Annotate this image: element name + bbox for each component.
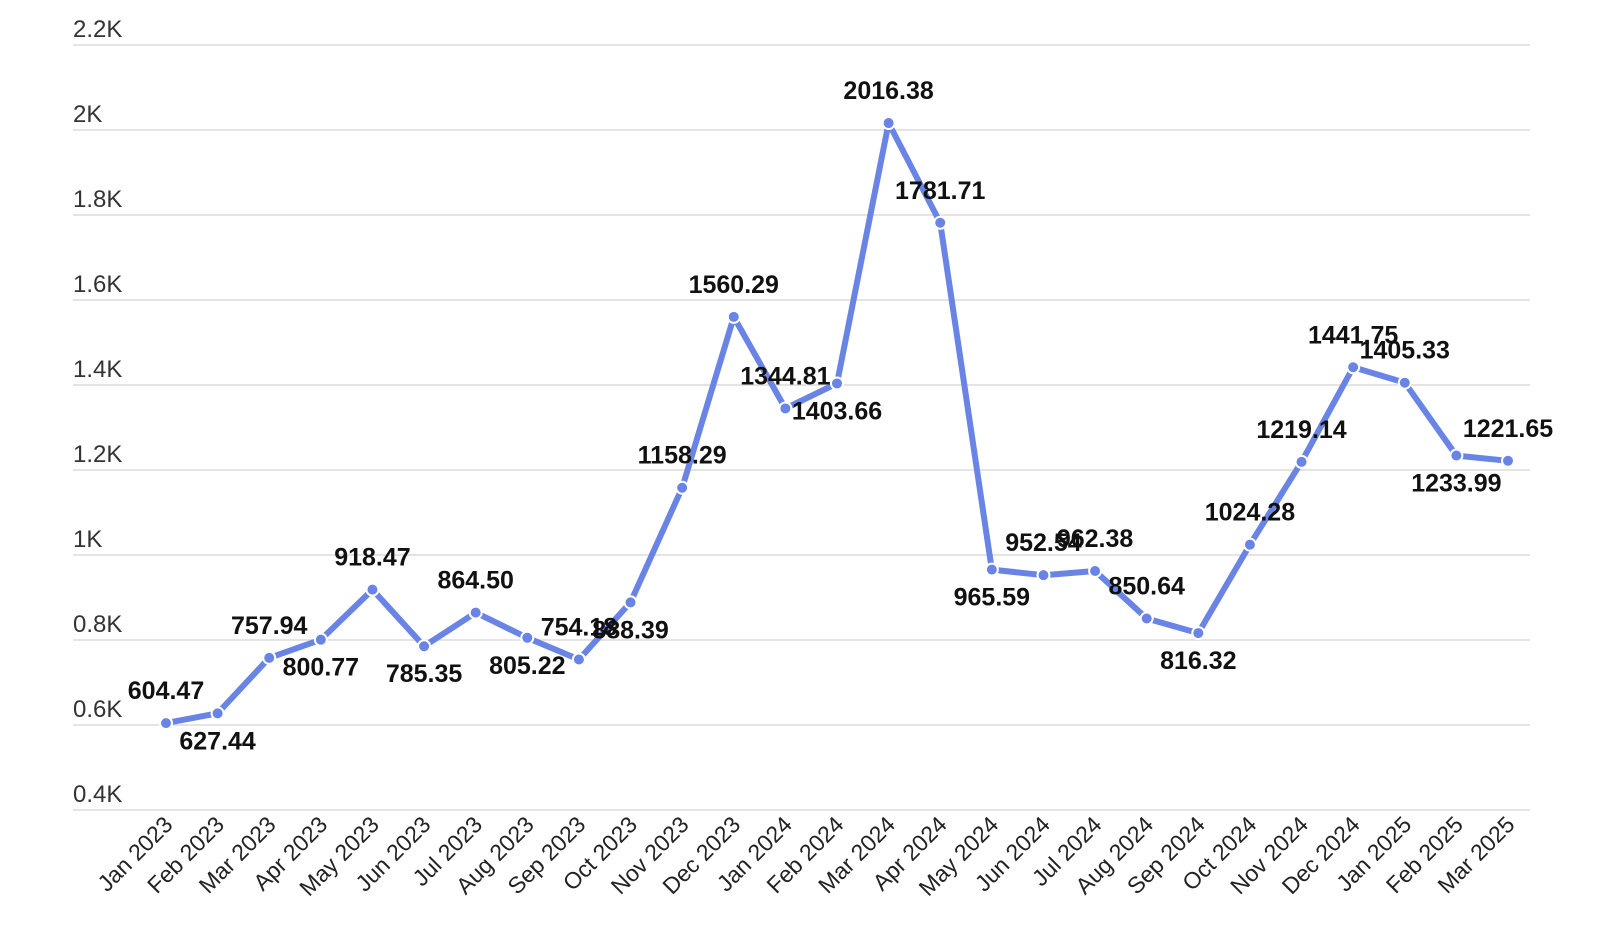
data-point bbox=[623, 595, 638, 610]
data-label: 1233.99 bbox=[1411, 470, 1501, 498]
data-point bbox=[417, 639, 432, 654]
data-point bbox=[881, 116, 896, 131]
data-label: 754.18 bbox=[541, 613, 618, 641]
data-point bbox=[262, 650, 277, 665]
data-point bbox=[520, 630, 535, 645]
data-point bbox=[1397, 375, 1412, 390]
y-tick-label: 0.4K bbox=[73, 781, 122, 808]
data-label: 800.77 bbox=[283, 654, 359, 682]
data-point bbox=[571, 652, 586, 667]
data-label: 757.94 bbox=[231, 612, 308, 640]
data-point bbox=[778, 401, 793, 416]
data-label: 805.22 bbox=[489, 652, 565, 680]
data-point bbox=[1294, 454, 1309, 469]
data-label: 1441.75 bbox=[1308, 321, 1398, 349]
data-point bbox=[830, 376, 844, 391]
data-point bbox=[313, 632, 328, 647]
data-label: 1158.29 bbox=[638, 442, 727, 470]
data-point bbox=[365, 582, 380, 597]
data-label: 1344.81 bbox=[740, 362, 830, 390]
data-labels: 604.47 627.44 757.94 800.77 918.47 785.35 864.… bbox=[128, 77, 1554, 755]
data-label: 1781.71 bbox=[895, 177, 985, 205]
data-label: 888.39 bbox=[592, 616, 668, 644]
y-tick-label: 1K bbox=[73, 526, 102, 553]
data-label: 604.47 bbox=[128, 677, 204, 705]
y-tick-label: 1.2K bbox=[73, 441, 122, 468]
data-label: 1219.14 bbox=[1256, 416, 1346, 444]
data-label: 1560.29 bbox=[689, 271, 779, 299]
data-point bbox=[726, 309, 741, 324]
data-label: 627.44 bbox=[179, 727, 256, 755]
data-point bbox=[675, 480, 690, 495]
data-label: 1403.66 bbox=[792, 397, 882, 425]
data-point bbox=[1242, 537, 1257, 552]
y-tick-label: 1.4K bbox=[73, 356, 122, 383]
data-point bbox=[1449, 448, 1464, 463]
data-points bbox=[159, 116, 1515, 731]
data-point bbox=[1088, 563, 1103, 578]
data-point bbox=[159, 716, 173, 731]
data-label: 952.54 bbox=[1005, 529, 1082, 557]
y-axis-ticks: 0.4K 0.6K 0.8K 1K 1.2K 1.4K 1.6K 1.8K 2K 2.2K bbox=[73, 16, 122, 808]
data-point bbox=[1139, 611, 1154, 626]
data-label: 785.35 bbox=[386, 660, 463, 688]
data-label: 1024.28 bbox=[1205, 499, 1295, 527]
data-point bbox=[933, 215, 948, 230]
data-label: 2016.38 bbox=[843, 77, 933, 105]
y-tick-label: 1.8K bbox=[73, 186, 122, 213]
data-label: 850.64 bbox=[1108, 572, 1185, 600]
data-point bbox=[1346, 360, 1361, 375]
data-label: 965.59 bbox=[954, 584, 1030, 612]
data-point bbox=[210, 706, 225, 721]
data-label: 816.32 bbox=[1160, 647, 1236, 675]
data-label: 918.47 bbox=[334, 544, 410, 572]
data-label: 1405.33 bbox=[1360, 337, 1450, 365]
y-tick-label: 1.6K bbox=[73, 271, 122, 298]
y-tick-label: 0.8K bbox=[73, 611, 122, 638]
data-point bbox=[1036, 568, 1051, 583]
data-point bbox=[984, 562, 999, 577]
data-point bbox=[1191, 626, 1206, 641]
data-label: 962.38 bbox=[1057, 525, 1134, 553]
data-label: 1221.65 bbox=[1463, 415, 1553, 443]
y-tick-label: 2K bbox=[73, 101, 102, 128]
data-label: 864.50 bbox=[437, 567, 513, 595]
y-tick-label: 0.6K bbox=[73, 696, 122, 723]
y-tick-label: 2.2K bbox=[73, 16, 122, 43]
data-point bbox=[468, 605, 483, 620]
data-point bbox=[1501, 453, 1515, 468]
